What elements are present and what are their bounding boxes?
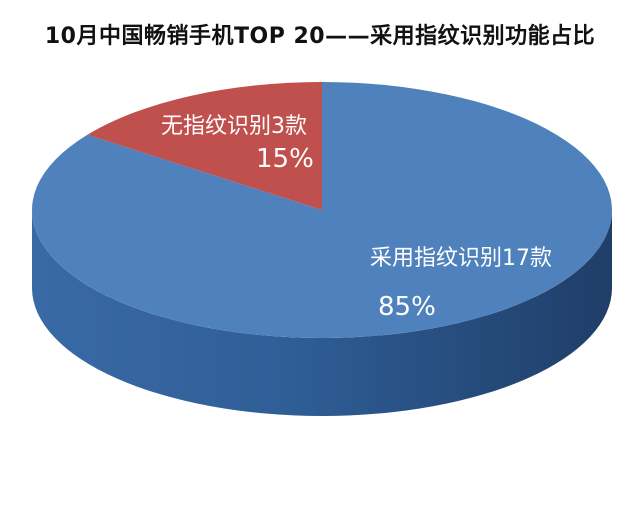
- slice-label-no-fingerprint: 无指纹识别3款: [161, 114, 307, 139]
- slice-percent-no-fingerprint: 15%: [256, 144, 314, 174]
- pie-3d-side: [32, 210, 612, 416]
- pie-side-blue: [32, 210, 612, 416]
- slice-percent-fingerprint: 85%: [378, 292, 436, 322]
- slice-label-fingerprint: 采用指纹识别17款: [370, 246, 552, 271]
- pie-slices: [32, 82, 612, 338]
- pie-slice-no-fingerprint: [87, 82, 322, 210]
- pie-labels: 采用指纹识别17款 85% 无指纹识别3款 15%: [161, 114, 552, 322]
- chart-title: 10月中国畅销手机TOP 20——采用指纹识别功能占比: [44, 24, 596, 49]
